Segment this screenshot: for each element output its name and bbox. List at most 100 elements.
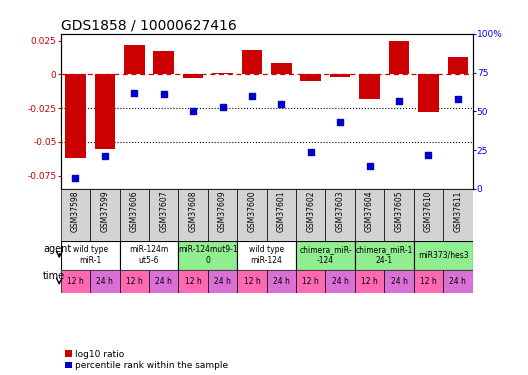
Point	[130, 90, 138, 96]
Point	[218, 104, 227, 110]
Text: GSM37599: GSM37599	[100, 190, 109, 232]
Bar	[149, 270, 178, 292]
Text: 24 h: 24 h	[391, 277, 408, 286]
Text: GSM37610: GSM37610	[424, 190, 433, 232]
Text: GSM37609: GSM37609	[218, 190, 227, 232]
Bar	[61, 189, 90, 241]
Bar	[178, 189, 208, 241]
Bar	[237, 241, 296, 270]
Text: 12 h: 12 h	[361, 277, 378, 286]
Text: 24 h: 24 h	[155, 277, 172, 286]
Bar	[414, 241, 473, 270]
Text: GSM37603: GSM37603	[336, 190, 345, 232]
Text: 12 h: 12 h	[303, 277, 319, 286]
Text: wild type
miR-124: wild type miR-124	[249, 245, 284, 266]
Text: 12 h: 12 h	[243, 277, 260, 286]
Bar	[384, 270, 414, 292]
Text: GSM37601: GSM37601	[277, 190, 286, 232]
Text: miR-124mut9-1
0: miR-124mut9-1 0	[178, 245, 238, 266]
Text: GDS1858 / 10000627416: GDS1858 / 10000627416	[61, 19, 237, 33]
Bar	[300, 74, 321, 81]
Text: chimera_miR-1
24-1: chimera_miR-1 24-1	[356, 245, 413, 266]
Bar	[296, 189, 325, 241]
Bar	[90, 270, 119, 292]
Bar	[119, 270, 149, 292]
Bar	[119, 189, 149, 241]
Text: wild type
miR-1: wild type miR-1	[72, 245, 108, 266]
Text: GSM37600: GSM37600	[248, 190, 257, 232]
Bar	[178, 241, 237, 270]
Text: GSM37604: GSM37604	[365, 190, 374, 232]
Point	[159, 91, 168, 97]
Bar	[325, 270, 355, 292]
Text: 24 h: 24 h	[214, 277, 231, 286]
Text: GSM37608: GSM37608	[188, 190, 197, 232]
Bar	[414, 270, 443, 292]
Bar	[61, 270, 90, 292]
Point	[277, 100, 286, 106]
Bar	[271, 63, 291, 74]
Text: GSM37605: GSM37605	[394, 190, 403, 232]
Bar	[212, 73, 233, 74]
Bar	[119, 241, 178, 270]
Bar	[414, 189, 443, 241]
Bar	[149, 189, 178, 241]
Text: agent: agent	[43, 244, 71, 254]
Bar	[237, 189, 267, 241]
Bar	[178, 270, 208, 292]
Text: miR373/hes3: miR373/hes3	[418, 251, 468, 260]
Bar	[443, 189, 473, 241]
Point	[336, 119, 344, 125]
Text: GSM37602: GSM37602	[306, 190, 315, 232]
Text: 12 h: 12 h	[126, 277, 143, 286]
Text: GSM37598: GSM37598	[71, 190, 80, 232]
Bar	[124, 45, 145, 74]
Point	[307, 149, 315, 155]
Bar	[208, 189, 237, 241]
Text: 24 h: 24 h	[273, 277, 290, 286]
Bar	[95, 74, 115, 148]
Bar	[242, 50, 262, 74]
Bar	[153, 51, 174, 74]
Text: 12 h: 12 h	[420, 277, 437, 286]
Bar	[267, 189, 296, 241]
Text: 24 h: 24 h	[449, 277, 466, 286]
Bar	[359, 74, 380, 99]
Text: 24 h: 24 h	[332, 277, 348, 286]
Text: 12 h: 12 h	[185, 277, 202, 286]
Point	[395, 98, 403, 104]
Bar	[355, 241, 414, 270]
Point	[454, 96, 462, 102]
Bar	[418, 74, 439, 112]
Text: GSM37606: GSM37606	[130, 190, 139, 232]
Point	[248, 93, 256, 99]
Point	[424, 152, 432, 158]
Point	[365, 163, 374, 169]
Bar	[355, 270, 384, 292]
Bar	[330, 74, 351, 77]
Bar	[61, 241, 119, 270]
Bar	[237, 270, 267, 292]
Text: miR-124m
ut5-6: miR-124m ut5-6	[129, 245, 168, 266]
Bar	[448, 57, 468, 74]
Bar	[296, 270, 325, 292]
Text: 24 h: 24 h	[97, 277, 114, 286]
Bar	[65, 74, 86, 158]
Text: GSM37611: GSM37611	[454, 190, 463, 232]
Text: chimera_miR-
-124: chimera_miR- -124	[299, 245, 352, 266]
Bar	[267, 270, 296, 292]
Bar	[208, 270, 237, 292]
Text: GSM37607: GSM37607	[159, 190, 168, 232]
Point	[189, 108, 197, 114]
Bar	[296, 241, 355, 270]
Bar	[384, 189, 414, 241]
Bar	[389, 40, 409, 74]
Legend: log10 ratio, percentile rank within the sample: log10 ratio, percentile rank within the …	[65, 350, 228, 370]
Bar	[90, 189, 119, 241]
Bar	[443, 270, 473, 292]
Bar	[183, 74, 203, 78]
Bar	[355, 189, 384, 241]
Bar	[325, 189, 355, 241]
Point	[71, 175, 80, 181]
Text: 12 h: 12 h	[67, 277, 84, 286]
